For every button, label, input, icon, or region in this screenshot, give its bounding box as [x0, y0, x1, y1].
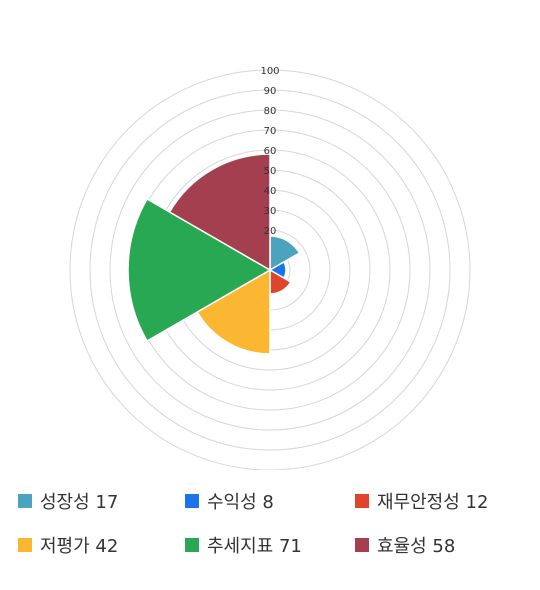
legend-label-trend-indicator: 추세지표 71	[207, 536, 302, 557]
legend-swatch-trend-indicator	[185, 538, 199, 552]
legend-item-growth: 성장성 17	[18, 488, 118, 514]
legend-item-trend-indicator: 추세지표 71	[185, 532, 302, 558]
radial-tick-labels: 100 90 80 70 60 50 40 30 20	[260, 66, 279, 237]
tick-label: 70	[264, 126, 277, 137]
legend-item-financial-stability: 재무안정성 12	[355, 488, 488, 514]
sector-trend-indicator	[127, 197, 272, 343]
legend-label-financial-stability: 재무안정성 12	[377, 492, 489, 513]
tick-label: 100	[260, 66, 279, 77]
tick-label: 20	[264, 226, 277, 237]
legend-label-growth: 성장성 17	[40, 492, 119, 513]
polar-area-chart: 100 90 80 70 60 50 40 30 20	[69, 66, 471, 470]
legend-swatch-efficiency	[355, 538, 369, 552]
legend-label-undervaluation: 저평가 42	[40, 536, 119, 557]
legend-swatch-profitability	[185, 494, 199, 508]
grid-ring	[109, 109, 431, 431]
legend-swatch-financial-stability	[355, 494, 369, 508]
tick-label: 60	[264, 146, 277, 157]
sector-efficiency	[168, 153, 271, 272]
tick-label: 50	[264, 166, 277, 177]
tick-label: 40	[264, 186, 277, 197]
tick-label: 90	[264, 86, 277, 97]
legend-swatch-undervaluation	[18, 538, 32, 552]
legend-label-efficiency: 효율성 58	[377, 536, 456, 557]
grid-ring	[89, 89, 451, 451]
tick-label: 80	[264, 106, 277, 117]
legend-item-profitability: 수익성 8	[185, 488, 274, 514]
tick-label: 30	[264, 206, 277, 217]
legend-item-undervaluation: 저평가 42	[18, 532, 118, 558]
legend-swatch-growth	[18, 494, 32, 508]
legend-item-efficiency: 효율성 58	[355, 532, 455, 558]
grid-ring	[69, 69, 471, 470]
chart-sectors	[127, 153, 301, 355]
legend-label-profitability: 수익성 8	[207, 492, 274, 513]
sector-undervaluation	[196, 268, 271, 355]
